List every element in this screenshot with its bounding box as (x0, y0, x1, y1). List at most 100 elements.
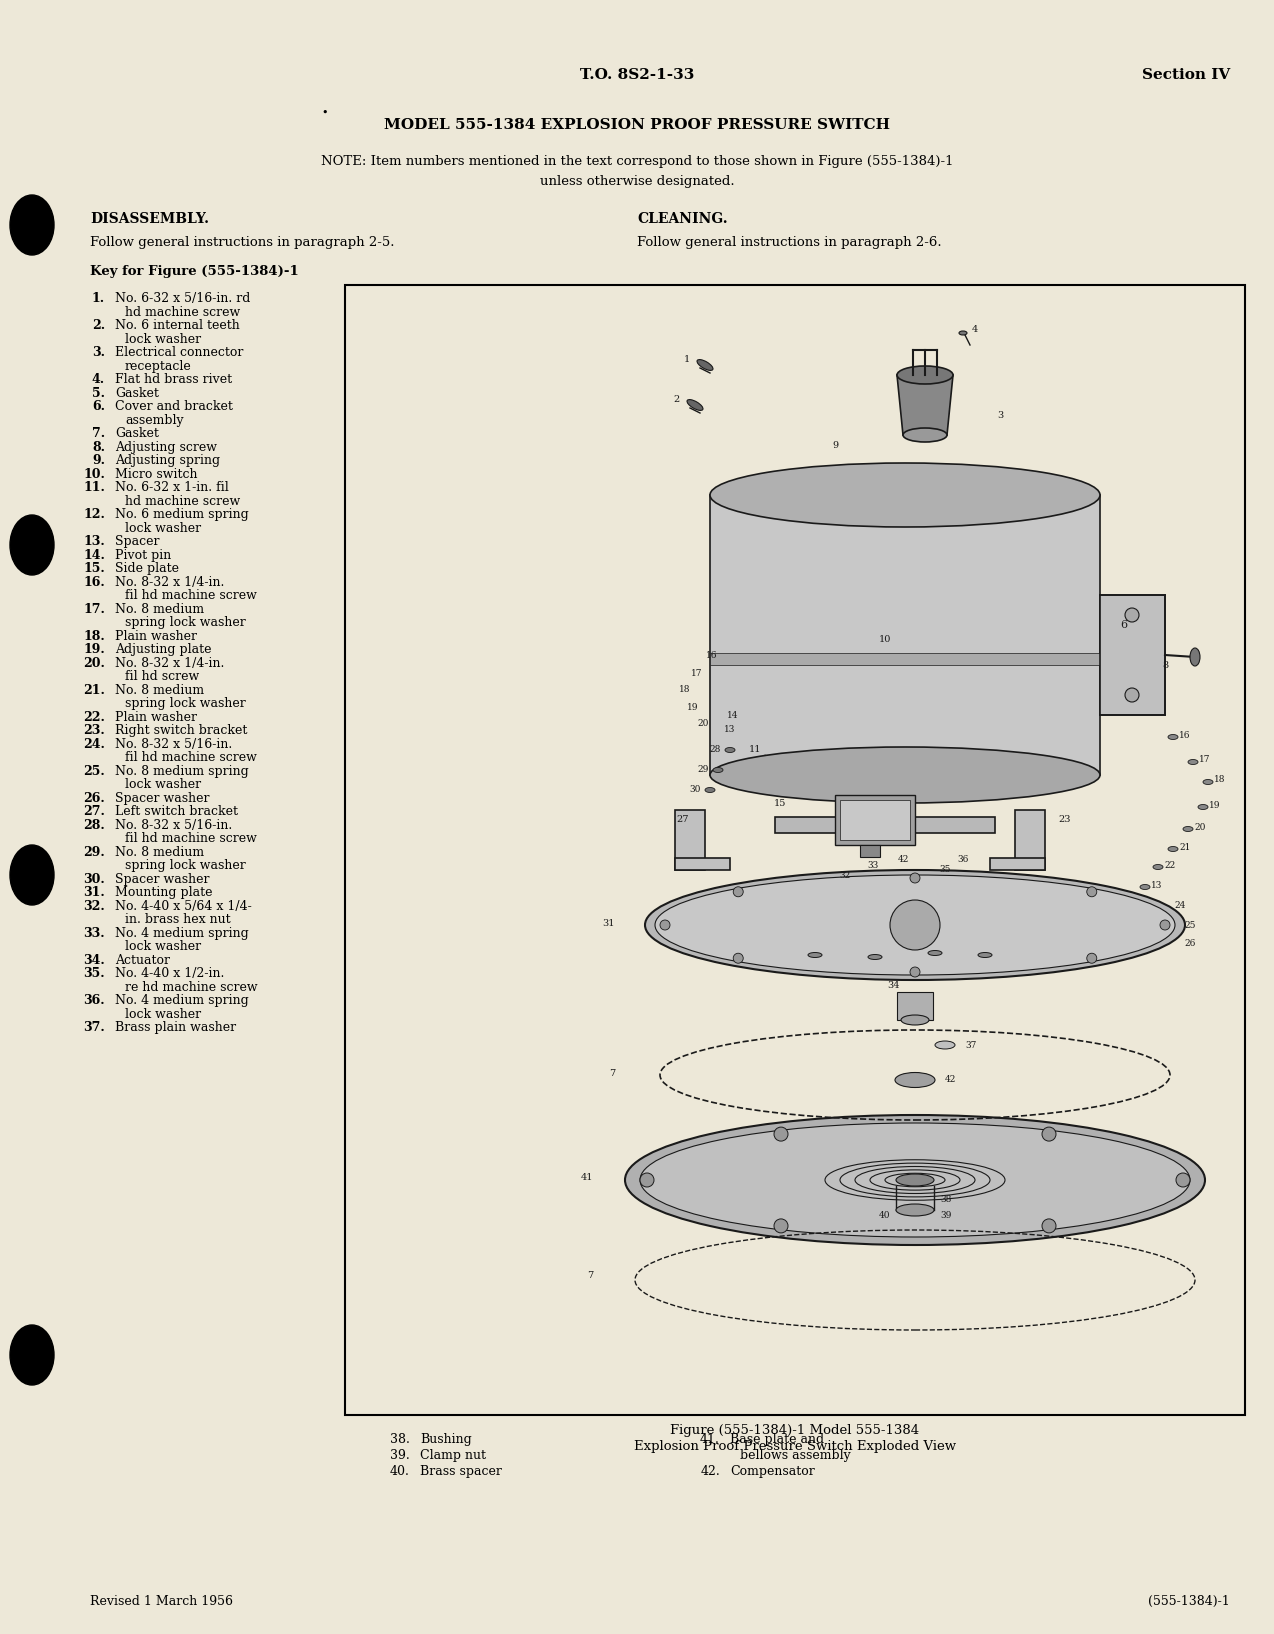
Text: No. 8 medium: No. 8 medium (115, 603, 204, 616)
Ellipse shape (1190, 649, 1200, 667)
Text: 16: 16 (706, 650, 717, 660)
Text: 1: 1 (684, 356, 691, 364)
Text: No. 4-40 x 1/2-in.: No. 4-40 x 1/2-in. (115, 967, 224, 980)
Ellipse shape (10, 515, 54, 575)
Ellipse shape (896, 1204, 934, 1216)
Text: Clamp nut: Clamp nut (420, 1449, 485, 1462)
Text: Adjusting plate: Adjusting plate (115, 644, 211, 655)
Text: Spacer washer: Spacer washer (115, 873, 209, 886)
Text: CLEANING.: CLEANING. (637, 212, 727, 225)
Ellipse shape (901, 1015, 929, 1025)
Text: Right switch bracket: Right switch bracket (115, 724, 247, 737)
Circle shape (775, 1219, 789, 1234)
Text: Brass plain washer: Brass plain washer (115, 1021, 236, 1034)
Text: Cover and bracket: Cover and bracket (115, 400, 233, 413)
Ellipse shape (1198, 804, 1208, 809)
Text: 28: 28 (710, 745, 721, 755)
Text: 29.: 29. (83, 845, 104, 858)
Ellipse shape (645, 869, 1185, 980)
Ellipse shape (978, 953, 992, 958)
Text: 36.: 36. (83, 993, 104, 1007)
Bar (675, 858, 730, 869)
Ellipse shape (1184, 827, 1192, 832)
Text: Follow general instructions in paragraph 2-5.: Follow general instructions in paragraph… (90, 235, 395, 248)
Text: Gasket: Gasket (115, 426, 159, 440)
Text: No. 8-32 x 5/16-in.: No. 8-32 x 5/16-in. (115, 819, 232, 832)
Circle shape (1087, 887, 1097, 897)
Text: 22: 22 (1164, 861, 1176, 869)
Text: Key for Figure (555-1384)-1: Key for Figure (555-1384)-1 (90, 265, 298, 278)
Text: 25: 25 (1185, 920, 1196, 930)
Text: Electrical connector: Electrical connector (115, 346, 243, 359)
Text: 15.: 15. (83, 562, 104, 575)
Ellipse shape (655, 874, 1175, 975)
Text: No. 4 medium spring: No. 4 medium spring (115, 926, 248, 940)
Text: 4.: 4. (92, 373, 104, 386)
Text: No. 6-32 x 1-in. fil: No. 6-32 x 1-in. fil (115, 480, 229, 493)
Circle shape (1161, 920, 1170, 930)
Text: 20: 20 (1194, 822, 1205, 832)
Text: lock washer: lock washer (125, 521, 201, 534)
Text: receptacle: receptacle (125, 359, 192, 373)
Text: spring lock washer: spring lock washer (125, 616, 246, 629)
Text: 21.: 21. (83, 683, 104, 696)
Bar (840, 801, 910, 840)
Text: DISASSEMBLY.: DISASSEMBLY. (90, 212, 209, 225)
Ellipse shape (687, 400, 703, 410)
Ellipse shape (10, 845, 54, 905)
Text: 42: 42 (897, 856, 908, 864)
Text: fil hd machine screw: fil hd machine screw (125, 588, 257, 601)
Text: 10.: 10. (83, 467, 104, 480)
Text: 13: 13 (725, 725, 735, 735)
Bar (675, 810, 705, 869)
Text: fil hd screw: fil hd screw (125, 670, 199, 683)
Ellipse shape (713, 768, 724, 773)
Text: Side plate: Side plate (115, 562, 180, 575)
Text: 18.: 18. (83, 629, 104, 642)
Text: 40: 40 (879, 1211, 891, 1219)
Text: 19.: 19. (83, 644, 104, 655)
Text: No. 6-32 x 5/16-in. rd: No. 6-32 x 5/16-in. rd (115, 292, 251, 306)
Text: 14: 14 (727, 711, 739, 719)
Text: 7: 7 (609, 1069, 615, 1077)
Text: hd machine screw: hd machine screw (125, 306, 241, 319)
Ellipse shape (959, 332, 967, 335)
Text: 9.: 9. (92, 454, 104, 467)
Circle shape (910, 967, 920, 977)
Text: Mounting plate: Mounting plate (115, 886, 213, 899)
Bar (897, 992, 933, 1020)
Text: T.O. 8S2-1-33: T.O. 8S2-1-33 (580, 69, 694, 82)
Text: No. 8-32 x 1/4-in.: No. 8-32 x 1/4-in. (115, 657, 224, 670)
Text: MODEL 555-1384 EXPLOSION PROOF PRESSURE SWITCH: MODEL 555-1384 EXPLOSION PROOF PRESSURE … (383, 118, 891, 132)
Text: 23: 23 (1059, 815, 1071, 825)
Text: No. 6 internal teeth: No. 6 internal teeth (115, 319, 240, 332)
Text: Spacer: Spacer (115, 534, 159, 547)
Ellipse shape (896, 1072, 935, 1088)
Polygon shape (897, 374, 953, 435)
Ellipse shape (10, 1325, 54, 1386)
Text: 37: 37 (964, 1041, 976, 1049)
Text: •: • (322, 108, 329, 118)
Text: 16.: 16. (83, 575, 104, 588)
Text: unless otherwise designated.: unless otherwise designated. (540, 175, 734, 188)
Text: 34.: 34. (83, 954, 104, 966)
Text: 26.: 26. (83, 791, 104, 804)
Ellipse shape (1140, 884, 1150, 889)
Bar (834, 796, 915, 845)
Text: 26: 26 (1185, 938, 1196, 948)
Text: 5: 5 (936, 466, 943, 474)
Ellipse shape (935, 1041, 956, 1049)
Text: 33.: 33. (83, 926, 104, 940)
Ellipse shape (808, 953, 822, 958)
Text: re hd machine screw: re hd machine screw (125, 980, 257, 993)
Text: 14.: 14. (83, 549, 104, 562)
Text: No. 8 medium spring: No. 8 medium spring (115, 765, 248, 778)
Text: in. brass hex nut: in. brass hex nut (125, 913, 231, 926)
Bar (775, 817, 995, 833)
Circle shape (1125, 688, 1139, 703)
Text: fil hd machine screw: fil hd machine screw (125, 752, 257, 765)
Text: 12.: 12. (83, 508, 104, 521)
Circle shape (734, 953, 743, 962)
Ellipse shape (710, 462, 1099, 528)
Text: Brass spacer: Brass spacer (420, 1466, 502, 1479)
